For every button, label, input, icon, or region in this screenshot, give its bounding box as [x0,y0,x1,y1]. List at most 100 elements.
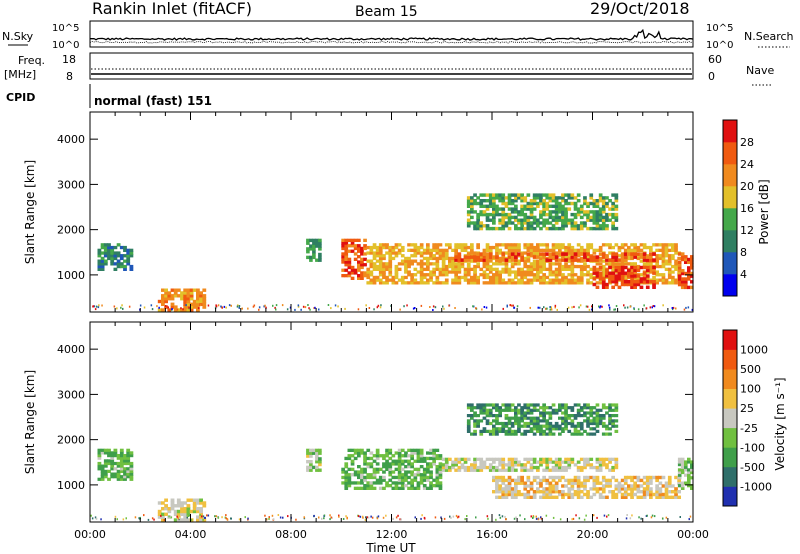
range-time-cell [539,196,543,200]
range-time-cell [394,251,399,255]
range-time-cell [369,475,374,480]
range-time-cell [394,264,399,269]
range-time-cell [586,226,590,231]
range-time-cell [548,212,553,217]
range-time-cell [151,308,154,311]
range-time-cell [382,470,386,474]
range-time-cell [186,516,188,519]
range-time-cell [306,465,310,470]
range-time-cell [630,280,634,284]
range-time-cell [375,248,380,252]
range-time-cell [375,448,380,452]
range-time-cell [313,307,315,310]
range-time-cell [523,484,528,488]
range-time-cell [684,468,688,472]
range-time-cell [658,273,663,277]
range-time-cell [677,473,682,477]
range-time-cell [173,518,178,522]
range-time-cell [529,201,534,206]
range-time-cell [554,278,559,282]
range-time-cell [536,224,540,228]
range-time-cell [110,467,115,471]
range-time-cell [180,294,184,298]
range-time-cell [375,470,380,474]
range-time-cell [536,255,540,259]
range-time-cell [658,490,663,494]
range-time-cell [501,221,506,225]
range-time-cell [196,509,200,514]
x-tick-label: 20:00 [577,528,609,541]
range-time-cell [507,481,512,485]
range-time-cell [608,490,612,494]
range-time-cell [520,281,524,285]
range-time-cell [443,517,446,520]
range-time-cell [507,196,512,200]
range-time-cell [338,515,340,518]
colorbar-tick-label: 500 [740,363,761,376]
range-time-cell [558,210,562,214]
range-time-cell [126,467,131,471]
range-time-cell [161,512,165,516]
range-time-cell [394,243,399,247]
range-time-cell [176,308,181,312]
range-time-cell [687,285,691,290]
range-time-cell [394,281,399,285]
range-time-cell [567,492,572,497]
range-time-cell [617,265,622,270]
range-time-cell [199,507,203,511]
range-time-cell [397,251,402,255]
range-time-cell [529,264,534,269]
range-time-cell [523,273,528,277]
range-time-cell [272,304,274,307]
range-time-cell [473,281,477,285]
range-time-cell [97,451,102,455]
range-time-cell [397,248,402,252]
range-time-cell [357,475,361,480]
range-time-cell [479,193,484,197]
range-time-cell [432,267,436,271]
range-time-cell [150,304,153,307]
range-time-cell [238,306,240,309]
range-time-cell [170,302,175,306]
range-time-cell [605,268,609,273]
range-time-cell [690,486,694,490]
range-time-cell [608,408,612,412]
range-time-cell [419,262,424,266]
range-time-cell [652,267,656,271]
range-time-cell [420,304,423,307]
range-time-cell [372,251,377,255]
range-time-cell [520,278,524,282]
range-time-cell [652,475,656,480]
range-time-cell [526,273,531,277]
range-time-cell [589,419,594,423]
range-time-cell [380,304,382,307]
range-time-cell [501,427,506,431]
range-time-cell [366,448,371,452]
range-time-cell [646,514,648,517]
range-time-cell [504,215,509,220]
range-time-cell [435,267,440,271]
range-time-cell [309,247,313,251]
range-time-cell [536,196,540,200]
range-time-cell [542,408,546,412]
range-time-cell [369,270,374,274]
range-time-cell [506,305,508,308]
range-time-cell [434,306,437,309]
range-time-cell [397,448,402,452]
velocity-cells [90,403,694,522]
range-time-cell [605,495,609,499]
range-time-cell [532,207,537,211]
range-time-cell [129,467,134,471]
range-time-cell [460,258,465,262]
range-time-cell [517,481,521,485]
range-time-cell [579,221,584,225]
range-time-cell [589,255,594,259]
range-time-cell [548,427,553,431]
range-time-cell [545,432,550,436]
range-time-cell [186,308,191,312]
range-time-cell [438,454,443,458]
range-time-cell [391,454,396,458]
range-time-cell [605,457,609,461]
range-time-cell [482,463,487,467]
range-time-cell [542,262,546,266]
